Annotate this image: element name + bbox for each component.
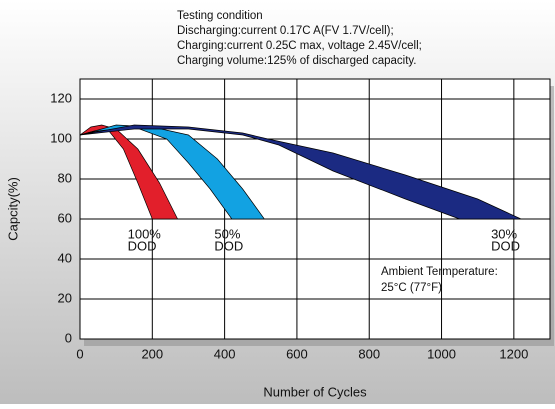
band-label: DOD [128,238,157,253]
note: Charging volume:125% of discharged capac… [177,55,417,67]
note: Testing condition [177,10,263,22]
band-label: 30% [491,226,517,241]
band-label: 100% [128,226,162,241]
band-label: DOD [491,238,520,253]
note: Discharging:current 0.17C A(FV 1.7V/cell… [177,25,394,37]
y-tick-label: 100 [50,130,72,145]
x-tick-label: 600 [286,346,308,361]
x-tick-label: 400 [214,346,236,361]
note: Charging:current 0.25C max, voltage 2.45… [177,40,422,52]
y-tick-label: 40 [58,250,72,265]
band-label: 50% [214,226,240,241]
band-label: DOD [214,238,243,253]
y-tick-label: 0 [65,330,72,345]
x-axis-label: Number of Cycles [263,384,367,399]
x-tick-label: 800 [358,346,380,361]
annotation: Ambient Termperature: [381,266,498,278]
x-tick-label: 1000 [427,346,456,361]
x-tick-label: 200 [141,346,163,361]
dod-band [79,124,522,220]
x-tick-label: 0 [76,346,83,361]
y-tick-label: 60 [58,210,72,225]
y-tick-label: 80 [58,170,72,185]
y-axis-label: Capcity(%) [5,177,20,241]
annotation: 25°C (77°F) [381,282,442,294]
y-tick-label: 120 [50,90,72,105]
y-tick-label: 20 [58,290,72,305]
x-tick-label: 1200 [499,346,528,361]
